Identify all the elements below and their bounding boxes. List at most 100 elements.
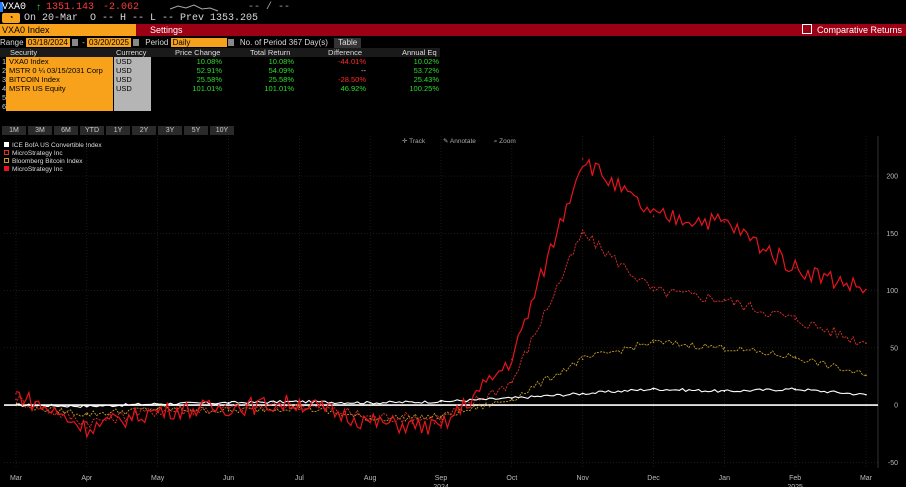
- data-point: [15, 404, 17, 406]
- data-point: [865, 374, 867, 377]
- x-tick-label: Mar: [10, 475, 23, 482]
- legend-label: MicroStrategy Inc: [12, 150, 63, 157]
- legend-item[interactable]: Bloomberg Bitcoin Index: [4, 158, 102, 166]
- x-tick-label: May: [151, 475, 165, 482]
- security-field[interactable]: [6, 93, 113, 102]
- data-point: [652, 341, 655, 343]
- quote-bar: VXA0 ↑ 1351.143 -2.062 -- / -- ◔ On 20-M…: [0, 0, 906, 24]
- total-return-cell: 54.09%: [268, 66, 294, 75]
- zoom-tool[interactable]: ⌕ Zoom: [493, 138, 516, 145]
- zoom-button-10y[interactable]: 10Y: [210, 126, 234, 135]
- data-point: [652, 388, 655, 390]
- row-number: 5: [2, 93, 7, 102]
- col-annual-eq[interactable]: Annual Eq: [402, 48, 437, 57]
- col-difference[interactable]: Difference: [328, 48, 363, 57]
- data-point: [511, 381, 513, 383]
- start-date-input[interactable]: 03/18/2024: [25, 38, 70, 47]
- y-tick-label: 50: [890, 345, 898, 352]
- zoom-button-6m[interactable]: 6M: [54, 126, 78, 135]
- table-row[interactable]: 2 MSTR 0 ¼ 03/15/2031 Corp USD 52.91% 54.09%…: [0, 66, 440, 75]
- currency-field[interactable]: [114, 93, 151, 102]
- currency-field[interactable]: [114, 102, 151, 111]
- table-row[interactable]: 3 BITCOIN Index USD 25.58% 25.58% -28.50% 25.4…: [0, 75, 440, 84]
- table-row[interactable]: 4 MSTR US Equity USD 101.01% 101.01% 46.92% 10…: [0, 84, 440, 93]
- annotate-tool[interactable]: ✎ Annotate: [442, 138, 476, 145]
- calendar-icon[interactable]: [133, 39, 140, 46]
- zoom-button-1y[interactable]: 1Y: [106, 126, 130, 135]
- annual-eq-cell: 100.25%: [409, 84, 439, 93]
- currency-field[interactable]: USD: [114, 57, 151, 66]
- y-tick-label: -50: [888, 460, 898, 467]
- data-point: [440, 427, 442, 429]
- col-total-return[interactable]: Total Return: [250, 48, 291, 57]
- zoom-button-3y[interactable]: 3Y: [158, 126, 182, 135]
- x-tick-label: Oct: [506, 475, 517, 482]
- zoom-button-5y[interactable]: 5Y: [184, 126, 208, 135]
- chevron-down-icon[interactable]: [227, 39, 234, 46]
- ticker-cursor: [0, 2, 3, 12]
- comparative-returns-chart[interactable]: Mar Apr May Jun Jul Aug Sep Oct Nov Dec Jan Feb Mar 2…: [0, 128, 906, 487]
- last-price: 1351.143: [46, 2, 95, 13]
- col-currency[interactable]: Currency: [116, 48, 147, 57]
- col-price-change[interactable]: Price Change: [175, 48, 221, 57]
- chart-legend: ICE BofA US Convertible Index MicroStrat…: [4, 142, 102, 174]
- end-date-input[interactable]: 03/20/2025: [86, 38, 132, 47]
- data-point: [723, 346, 726, 349]
- legend-label: Bloomberg Bitcoin Index: [12, 158, 83, 165]
- data-point: [156, 403, 159, 405]
- track-tool[interactable]: ✛ Track: [402, 138, 426, 145]
- period-select[interactable]: Daily: [170, 38, 227, 47]
- table-row[interactable]: 1 VXA0 Index USD 10.08% 10.08% -44.01% 10.02%: [0, 57, 440, 66]
- zoom-label: Zoom: [499, 138, 516, 145]
- series-line: [15, 158, 867, 439]
- sparkline-icon: [170, 4, 219, 12]
- security-field[interactable]: MSTR 0 ¼ 03/15/2031 Corp: [6, 66, 113, 75]
- data-point: [865, 393, 867, 396]
- settings-tab[interactable]: Settings: [150, 25, 183, 35]
- range-controls: Range 03/18/2024 - 03/20/2025 Period Dai…: [0, 38, 906, 48]
- security-tab[interactable]: VXA0 Index: [0, 24, 136, 36]
- currency-field[interactable]: USD: [114, 75, 151, 84]
- data-point: [298, 404, 301, 406]
- table-button[interactable]: Table: [334, 38, 362, 48]
- data-point: [156, 409, 159, 412]
- data-point: [369, 401, 371, 404]
- price-change-cell: 101.01%: [192, 84, 222, 93]
- x-tick-label: Mar: [860, 475, 873, 482]
- row-number: 2: [2, 66, 7, 75]
- ticker-symbol[interactable]: VXA0: [2, 2, 27, 13]
- zoom-button-3m[interactable]: 3M: [28, 126, 52, 135]
- annual-eq-cell: 25.43%: [413, 75, 439, 84]
- security-field[interactable]: MSTR US Equity: [6, 84, 113, 93]
- data-point: [581, 392, 584, 395]
- total-return-cell: 101.01%: [264, 84, 294, 93]
- table-row[interactable]: 5: [0, 93, 440, 102]
- security-field[interactable]: [6, 102, 113, 111]
- quote-detail: On 20-Mar O -- H -- L -- Prev 1353.205: [24, 13, 259, 24]
- data-point: [794, 266, 796, 269]
- zoom-button-1m[interactable]: 1M: [2, 126, 26, 135]
- legend-item[interactable]: ICE BofA US Convertible Index: [4, 142, 102, 150]
- zoom-button-2y[interactable]: 2Y: [132, 126, 156, 135]
- data-point: [440, 415, 442, 418]
- calendar-icon[interactable]: [71, 39, 78, 46]
- col-security[interactable]: Security: [10, 48, 38, 57]
- security-field[interactable]: VXA0 Index: [6, 57, 113, 66]
- security-field[interactable]: BITCOIN Index: [6, 75, 113, 84]
- zoom-button-ytd[interactable]: YTD: [80, 126, 104, 135]
- comparative-returns-title[interactable]: Comparative Returns: [801, 24, 902, 36]
- data-point: [227, 401, 230, 404]
- currency-field[interactable]: USD: [114, 66, 151, 75]
- legend-item[interactable]: MicroStrategy Inc: [4, 150, 102, 158]
- data-point: [15, 392, 17, 395]
- legend-swatch: [4, 150, 9, 155]
- data-point: [865, 288, 867, 291]
- legend-item[interactable]: MicroStrategy Inc: [4, 166, 102, 174]
- track-label: Track: [409, 138, 426, 145]
- row-number: 6: [2, 102, 7, 111]
- export-icon[interactable]: [801, 24, 812, 34]
- table-row[interactable]: 6: [0, 102, 440, 111]
- period-count: No. of Period 367 Day(s): [239, 38, 328, 47]
- currency-field[interactable]: USD: [114, 84, 151, 93]
- difference-cell: --: [361, 66, 366, 75]
